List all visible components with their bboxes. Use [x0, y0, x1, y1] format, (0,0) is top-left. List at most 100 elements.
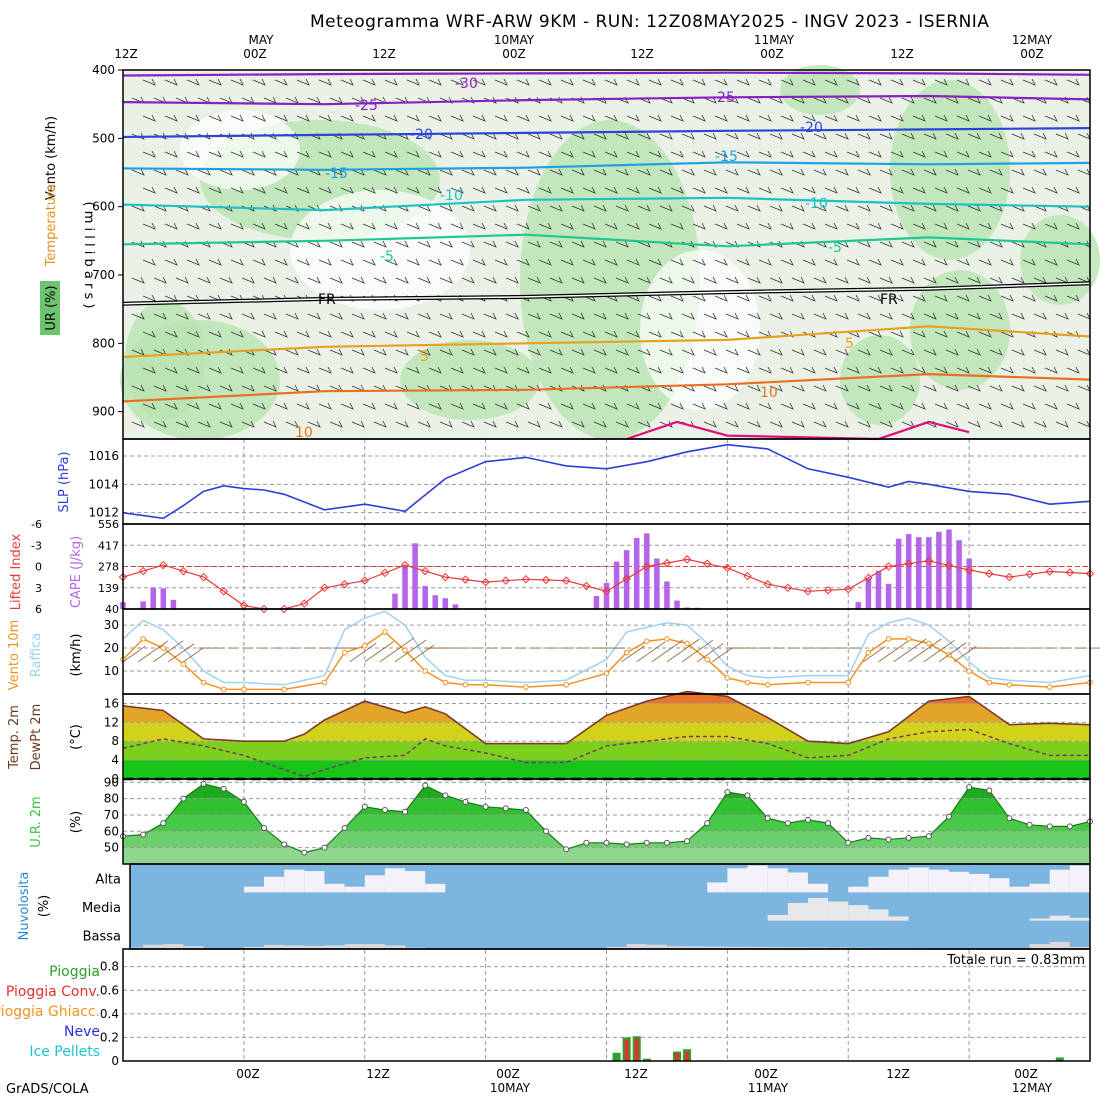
isotherm-label: 10 [295, 425, 313, 441]
wind-barb [406, 330, 420, 338]
wind-barb [868, 294, 882, 302]
temp-axis-label: Temp. 2m [7, 705, 22, 770]
wind-barb [857, 204, 871, 212]
wind-barb [824, 222, 838, 230]
wind-barb [648, 222, 662, 230]
wind-barb [670, 402, 684, 410]
wind-barb [230, 78, 244, 86]
wind-barb [615, 240, 629, 248]
wind-barb [494, 402, 508, 410]
cloud-cover-bar [888, 869, 909, 893]
wind-barb [648, 78, 662, 86]
wind-barb [670, 114, 684, 122]
wind-barb [329, 420, 343, 428]
lifted-index-marker [1045, 567, 1054, 576]
wind-marker [482, 682, 489, 688]
lifted-index-marker [259, 604, 269, 614]
cape-bar [865, 578, 872, 609]
wind-barb [549, 168, 563, 176]
wind-barb [670, 330, 684, 338]
wind-barb [769, 384, 783, 392]
wind-barb [263, 348, 277, 356]
wind-barb [450, 258, 464, 266]
cloud-cover-bar [1029, 883, 1050, 893]
wind-barb [406, 186, 420, 194]
wind-barb [912, 330, 926, 338]
wind-barb [186, 78, 200, 86]
wind-barb [615, 132, 629, 140]
wind-barb [956, 294, 970, 302]
wind-barb [527, 348, 541, 356]
wind-barb [153, 168, 167, 176]
lifted-index-marker [441, 572, 450, 582]
wind-barb [989, 132, 1003, 140]
wind-barb [516, 150, 530, 158]
cloud-cover-bar [304, 871, 325, 893]
wind-barb [846, 114, 860, 122]
wind-barb [362, 150, 376, 158]
rh-marker [543, 828, 550, 835]
temp-tick-label: 0 [111, 772, 119, 786]
wind-barb [857, 312, 871, 320]
wind-barb [351, 276, 365, 284]
wind-barb [582, 114, 596, 122]
wind-barb [263, 240, 277, 248]
lifted-index-marker [622, 574, 631, 584]
wind-marker [926, 640, 932, 647]
ur-axis-label: UR (%) [44, 285, 59, 330]
rh-marker [240, 798, 247, 805]
lifted-index-marker [300, 599, 309, 608]
lifted-index-marker [118, 572, 128, 582]
wind-barb [461, 204, 475, 212]
wind-marker [724, 675, 731, 681]
wind-tick-label: 20 [104, 641, 119, 655]
wind-marker [865, 649, 872, 656]
wind-barb [164, 330, 178, 338]
wind-barb [604, 294, 618, 302]
wind-barb [1000, 186, 1014, 194]
wind-barb [472, 366, 486, 374]
wind-barb [780, 78, 794, 86]
cloud-cover-bar [344, 944, 365, 949]
wind-barb [813, 420, 827, 428]
rh-marker [603, 839, 610, 846]
wind-barb [428, 330, 442, 338]
wind-barb [428, 186, 442, 194]
rh-marker [764, 815, 771, 822]
rh-marker [180, 795, 187, 802]
wind-barb [978, 114, 992, 122]
wind-barb [417, 276, 431, 284]
wind-barb [505, 132, 519, 140]
top-time-label: 00Z [502, 47, 526, 61]
wind-barb [362, 366, 376, 374]
wind-barb [450, 366, 464, 374]
wind-barb [934, 114, 948, 122]
wind-barb [505, 312, 519, 320]
wind-barb [1033, 420, 1047, 428]
wind-barb [835, 348, 849, 356]
wind-barb [978, 294, 992, 302]
wind-barb [758, 150, 772, 158]
rh-marker [643, 839, 650, 846]
wind-barb [703, 348, 717, 356]
wind-direction-arrow [152, 640, 184, 663]
wind-barb [747, 348, 761, 356]
wind-barb [989, 240, 1003, 248]
wind-barb [681, 348, 695, 356]
wind-barb [747, 240, 761, 248]
wind-barb [901, 240, 915, 248]
wind-direction-arrow [696, 643, 724, 663]
rh-marker [724, 789, 731, 796]
wind-barb [340, 366, 354, 374]
wind-barb [901, 96, 915, 104]
wind-barb [659, 312, 673, 320]
wind-barb [659, 420, 673, 428]
lifted-index-marker [400, 560, 410, 570]
cape-bar [936, 531, 942, 609]
wind-barb [208, 186, 222, 194]
wind-barb [241, 276, 255, 284]
cloud-level-label: Bassa [83, 929, 121, 944]
cloud-cover-bar [1009, 886, 1030, 893]
lifted-index-marker [199, 572, 208, 582]
cloud-cover-bar [1069, 946, 1090, 949]
